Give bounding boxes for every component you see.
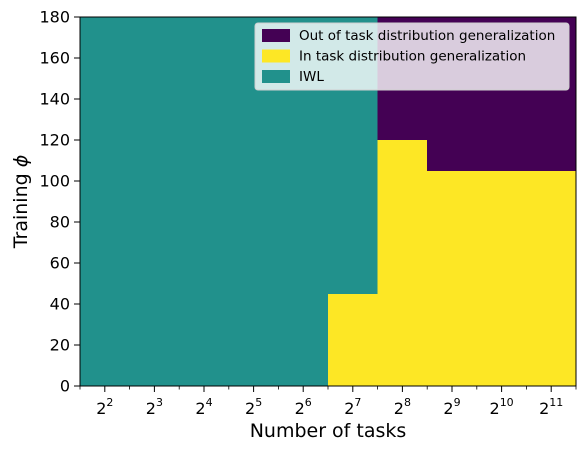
y-tick-label: 40 <box>50 295 70 314</box>
x-tick-label: 27 <box>344 396 361 418</box>
legend-swatch-iwl <box>262 70 290 83</box>
x-tick-label: 29 <box>443 396 460 418</box>
y-tick-label: 0 <box>60 377 70 396</box>
x-tick-label: 28 <box>394 396 411 418</box>
legend-label-iwl: IWL <box>299 69 324 85</box>
legend-swatch-ood <box>262 29 290 42</box>
x-tick-label: 26 <box>295 396 312 418</box>
x-tick-label: 210 <box>490 396 514 418</box>
x-axis: 22 23 24 25 26 27 28 29 210 211 <box>79 386 577 418</box>
legend-label-id: In task distribution generalization <box>299 49 526 65</box>
x-tick-label: 211 <box>539 396 563 418</box>
legend-swatch-id <box>262 49 290 63</box>
y-tick-label: 60 <box>50 254 70 273</box>
y-tick-label: 140 <box>39 90 70 109</box>
y-tick-label: 80 <box>50 213 70 232</box>
x-tick-label: 25 <box>245 396 262 418</box>
x-tick-label: 23 <box>146 396 163 418</box>
y-axis: 0 20 40 60 80 100 120 140 160 180 <box>39 8 80 396</box>
y-axis-title-symbol: ϕ <box>10 155 32 168</box>
y-tick-label: 180 <box>39 8 70 27</box>
x-tick-label: 24 <box>195 396 212 418</box>
heatmap-region-id <box>377 140 428 386</box>
legend: Out of task distribution generalization I… <box>254 22 570 91</box>
y-tick-label: 20 <box>50 336 70 355</box>
y-axis-title-text: Training <box>10 167 32 249</box>
y-tick-label: 120 <box>39 131 70 150</box>
heatmap-region-id <box>427 170 576 386</box>
y-tick-label: 160 <box>39 49 70 68</box>
legend-label-ood: Out of task distribution generalization <box>299 28 555 44</box>
heatmap-region-id <box>328 293 378 386</box>
y-axis-title: Training ϕ <box>10 155 32 250</box>
x-axis-title: Number of tasks <box>250 420 407 442</box>
legend-box <box>254 22 570 91</box>
x-tick-label: 22 <box>96 396 113 418</box>
y-tick-label: 100 <box>39 172 70 191</box>
